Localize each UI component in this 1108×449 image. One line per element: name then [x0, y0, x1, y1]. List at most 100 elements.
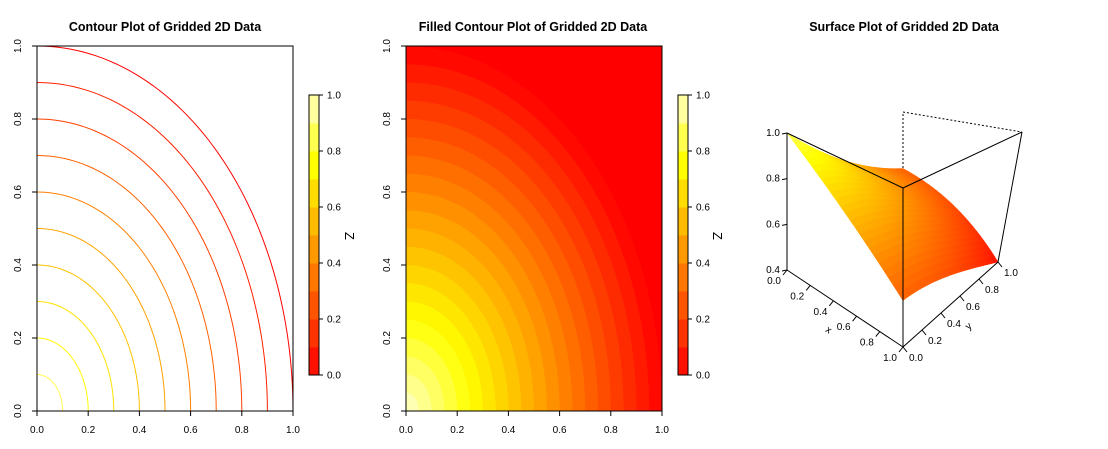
filled-contour-colorbar-band — [678, 123, 688, 152]
filled-contour-colorbar-tick-label: 0.8 — [696, 147, 710, 158]
contour-colorbar-tick-label: 0.8 — [327, 147, 341, 158]
contour-line — [37, 374, 64, 411]
surface-z-tick-label: 0.8 — [766, 174, 780, 185]
filled-contour-y-tick-label: 0.0 — [382, 404, 393, 418]
contour-x-tick-label: 0.6 — [184, 425, 198, 436]
filled-contour-panel: Filled Contour Plot of Gridded 2D Data 0… — [382, 20, 725, 436]
surface-z-tick — [781, 269, 788, 272]
filled-contour-x-tick-label: 0.8 — [604, 425, 618, 436]
contour-y-tick-label: 0.2 — [13, 331, 24, 345]
contour-y-tick-label: 0.0 — [13, 404, 24, 418]
surface-z-tick-label: 1.0 — [766, 128, 780, 139]
y-axis-contour: 0.0 0.2 0.4 0.6 0.8 1.0 — [13, 39, 37, 418]
contour-y-tick-label: 0.6 — [13, 185, 24, 199]
surface-y-tick — [997, 261, 1003, 268]
contour-line — [37, 191, 192, 411]
surface-y-tick — [902, 346, 908, 353]
contour-x-tick-label: 0.2 — [81, 425, 95, 436]
surface-panel: Surface Plot of Gridded 2D Data 0.40.60.… — [766, 20, 1023, 364]
surface-y-tick-label: 0.6 — [966, 302, 980, 313]
contour-colorbar-band — [309, 207, 319, 236]
surface-y-tick-label: 0.0 — [909, 353, 923, 364]
x-axis-contour: 0.0 0.2 0.4 0.6 0.8 1.0 — [30, 411, 300, 436]
surface-x-axis-label: x — [823, 324, 833, 336]
filled-contour-y-tick-label: 0.4 — [382, 258, 393, 272]
contour-colorbar-band — [309, 151, 319, 180]
contour-colorbar-tick-label: 0.6 — [327, 203, 341, 214]
filled-contour-x-tick-label: 1.0 — [655, 425, 669, 436]
filled-contour-y-tick-label: 0.8 — [382, 112, 393, 126]
filled-contour-colorbar-tick-label: 0.6 — [696, 203, 710, 214]
filled-contour-bands — [406, 46, 662, 411]
contour-colorbar-tick-label: 0.4 — [327, 259, 341, 270]
contour-y-tick-label: 0.4 — [13, 258, 24, 272]
filled-contour-colorbar-band — [678, 179, 688, 208]
contour-colorbar-tick-label: 1.0 — [327, 91, 341, 102]
surface-y-tick — [921, 329, 927, 336]
contour-line — [37, 301, 115, 411]
contour-colorbar-tick-label: 0.0 — [327, 371, 341, 382]
surface-x-tick-label: 0.4 — [813, 307, 827, 318]
filled-contour-y-tick-label: 1.0 — [382, 39, 393, 53]
contour-line — [37, 337, 89, 411]
surface-x-tick — [852, 315, 857, 322]
filled-contour-x-tick-label: 0.4 — [501, 425, 515, 436]
surface-x-tick-label: 0.2 — [790, 291, 804, 302]
filled-contour-x-tick-label: 0.2 — [450, 425, 464, 436]
chart-title-contour: Contour Plot of Gridded 2D Data — [69, 20, 262, 34]
surface-box-edge — [786, 269, 904, 348]
filled-contour-band — [406, 392, 419, 411]
filled-contour-colorbar-band — [678, 263, 688, 292]
contour-x-tick-label: 0.0 — [30, 425, 44, 436]
contour-panel: Contour Plot of Gridded 2D Data 0.0 0.2 0.… — [13, 20, 357, 436]
contour-x-tick-label: 0.8 — [235, 425, 249, 436]
surface-y-tick-label: 0.8 — [985, 285, 999, 296]
contour-colorbar-band — [309, 263, 319, 292]
filled-contour-x-tick-label: 0.6 — [553, 425, 567, 436]
filled-contour-x-tick-label: 0.0 — [399, 425, 413, 436]
colorbar-label-contour: Z — [342, 232, 357, 240]
surface-z-tick-label: 0.6 — [766, 219, 780, 230]
contour-colorbar-band — [309, 95, 319, 124]
filled-contour-y-tick-label: 0.2 — [382, 331, 393, 345]
surface-y-tick — [978, 278, 984, 285]
filled-contour-colorbar-tick-label: 0.2 — [696, 315, 710, 326]
surface-y-axis-label: y — [963, 321, 974, 333]
surface-x-tick — [898, 346, 904, 353]
contour-colorbar-band — [309, 347, 319, 376]
filled-contour-colorbar-band — [678, 95, 688, 124]
surface-box-edge — [902, 131, 1023, 189]
filled-contour-y-tick-label: 0.6 — [382, 185, 393, 199]
contour-colorbar-band — [309, 235, 319, 264]
surface-box-edge — [997, 131, 1023, 263]
surface-x-tick-label: 0.0 — [767, 276, 781, 287]
plot-frame-contour — [36, 45, 294, 412]
surface-y-tick — [959, 295, 965, 302]
colorbar-filled-contour: 0.0 0.2 0.4 0.6 0.8 1.0 — [677, 91, 710, 382]
surface-x-tick-label: 0.6 — [837, 322, 851, 333]
contour-y-tick-label: 0.8 — [13, 112, 24, 126]
surface-y-tick-label: 0.4 — [947, 319, 961, 330]
contour-line — [37, 228, 166, 411]
contour-line — [37, 46, 293, 411]
contour-line — [37, 155, 217, 411]
filled-contour-colorbar-frame — [677, 94, 689, 376]
surface-x-tick — [782, 269, 788, 276]
filled-contour-colorbar-tick-label: 0.0 — [696, 371, 710, 382]
contour-colorbar-band — [309, 123, 319, 152]
filled-contour-colorbar-tick-label: 0.4 — [696, 259, 710, 270]
surface-z-tick — [781, 223, 788, 226]
surface-z-tick — [781, 132, 788, 135]
filled-contour-colorbar-band — [678, 347, 688, 376]
surface-box-edge — [786, 132, 904, 189]
x-axis-filled-contour: 0.0 0.2 0.4 0.6 0.8 1.0 — [399, 411, 669, 436]
surface-y-tick-label: 1.0 — [1004, 268, 1018, 279]
chart-title-filled-contour: Filled Contour Plot of Gridded 2D Data — [419, 20, 649, 34]
surface-box-hidden-edge — [902, 111, 1023, 133]
contour-colorbar-band — [309, 291, 319, 320]
surface-x-tick-label: 0.8 — [860, 338, 874, 349]
contour-colorbar-frame — [308, 94, 320, 376]
contour-colorbar-tick-label: 0.2 — [327, 315, 341, 326]
surface-y-tick-label: 0.2 — [928, 336, 942, 347]
